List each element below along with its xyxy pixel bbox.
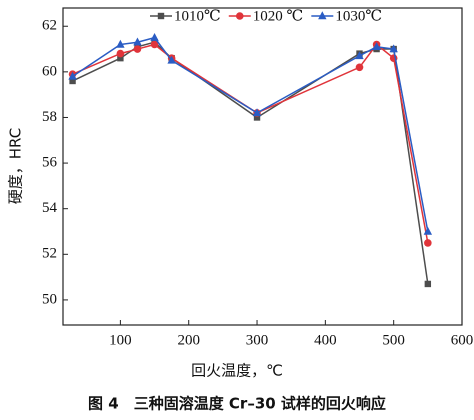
y-tick-label: 56 (42, 155, 58, 171)
y-tick-label: 60 (42, 63, 57, 79)
y-tick-label: 54 (42, 200, 58, 216)
series-line (72, 43, 429, 244)
x-tick-label: 300 (246, 332, 269, 348)
legend-label: 1020 ℃ (253, 8, 304, 24)
marker (69, 77, 76, 85)
marker (133, 45, 142, 53)
marker (355, 51, 364, 60)
caption: 图 4 三种固溶温度 Cr–30 试样的回火响应 (88, 395, 386, 413)
marker (389, 44, 398, 53)
marker (68, 71, 77, 80)
y-tick-label: 62 (42, 18, 57, 34)
marker (423, 226, 433, 235)
legend-marker (157, 12, 165, 20)
x-tick-label: 400 (314, 332, 337, 348)
series-line (72, 41, 429, 285)
marker (424, 280, 432, 288)
legend-marker (235, 12, 244, 20)
marker (167, 55, 176, 64)
marker (133, 37, 142, 46)
x-tick-label: 600 (451, 332, 474, 348)
marker (150, 32, 159, 41)
marker (372, 42, 381, 50)
marker (150, 40, 159, 49)
x-axis-label: 回火温度，℃ (191, 362, 283, 380)
legend-label: 1030℃ (335, 8, 382, 24)
marker (116, 39, 125, 48)
y-tick-label: 52 (42, 246, 57, 262)
marker (116, 49, 125, 58)
plot-frame (62, 7, 463, 326)
x-tick-label: 200 (177, 332, 200, 348)
marker (424, 239, 432, 247)
y-tick-label: 58 (42, 109, 57, 125)
marker (355, 63, 364, 72)
x-tick-label: 500 (382, 332, 405, 348)
y-axis-label: 硬度，HRC (7, 128, 25, 204)
legend-label: 1010℃ (174, 8, 221, 24)
y-tick-label: 50 (42, 291, 57, 307)
series-line (72, 36, 429, 232)
marker (117, 54, 124, 62)
marker (252, 108, 262, 117)
marker (253, 114, 261, 121)
x-tick-label: 100 (109, 332, 132, 348)
legend-marker (318, 11, 327, 20)
